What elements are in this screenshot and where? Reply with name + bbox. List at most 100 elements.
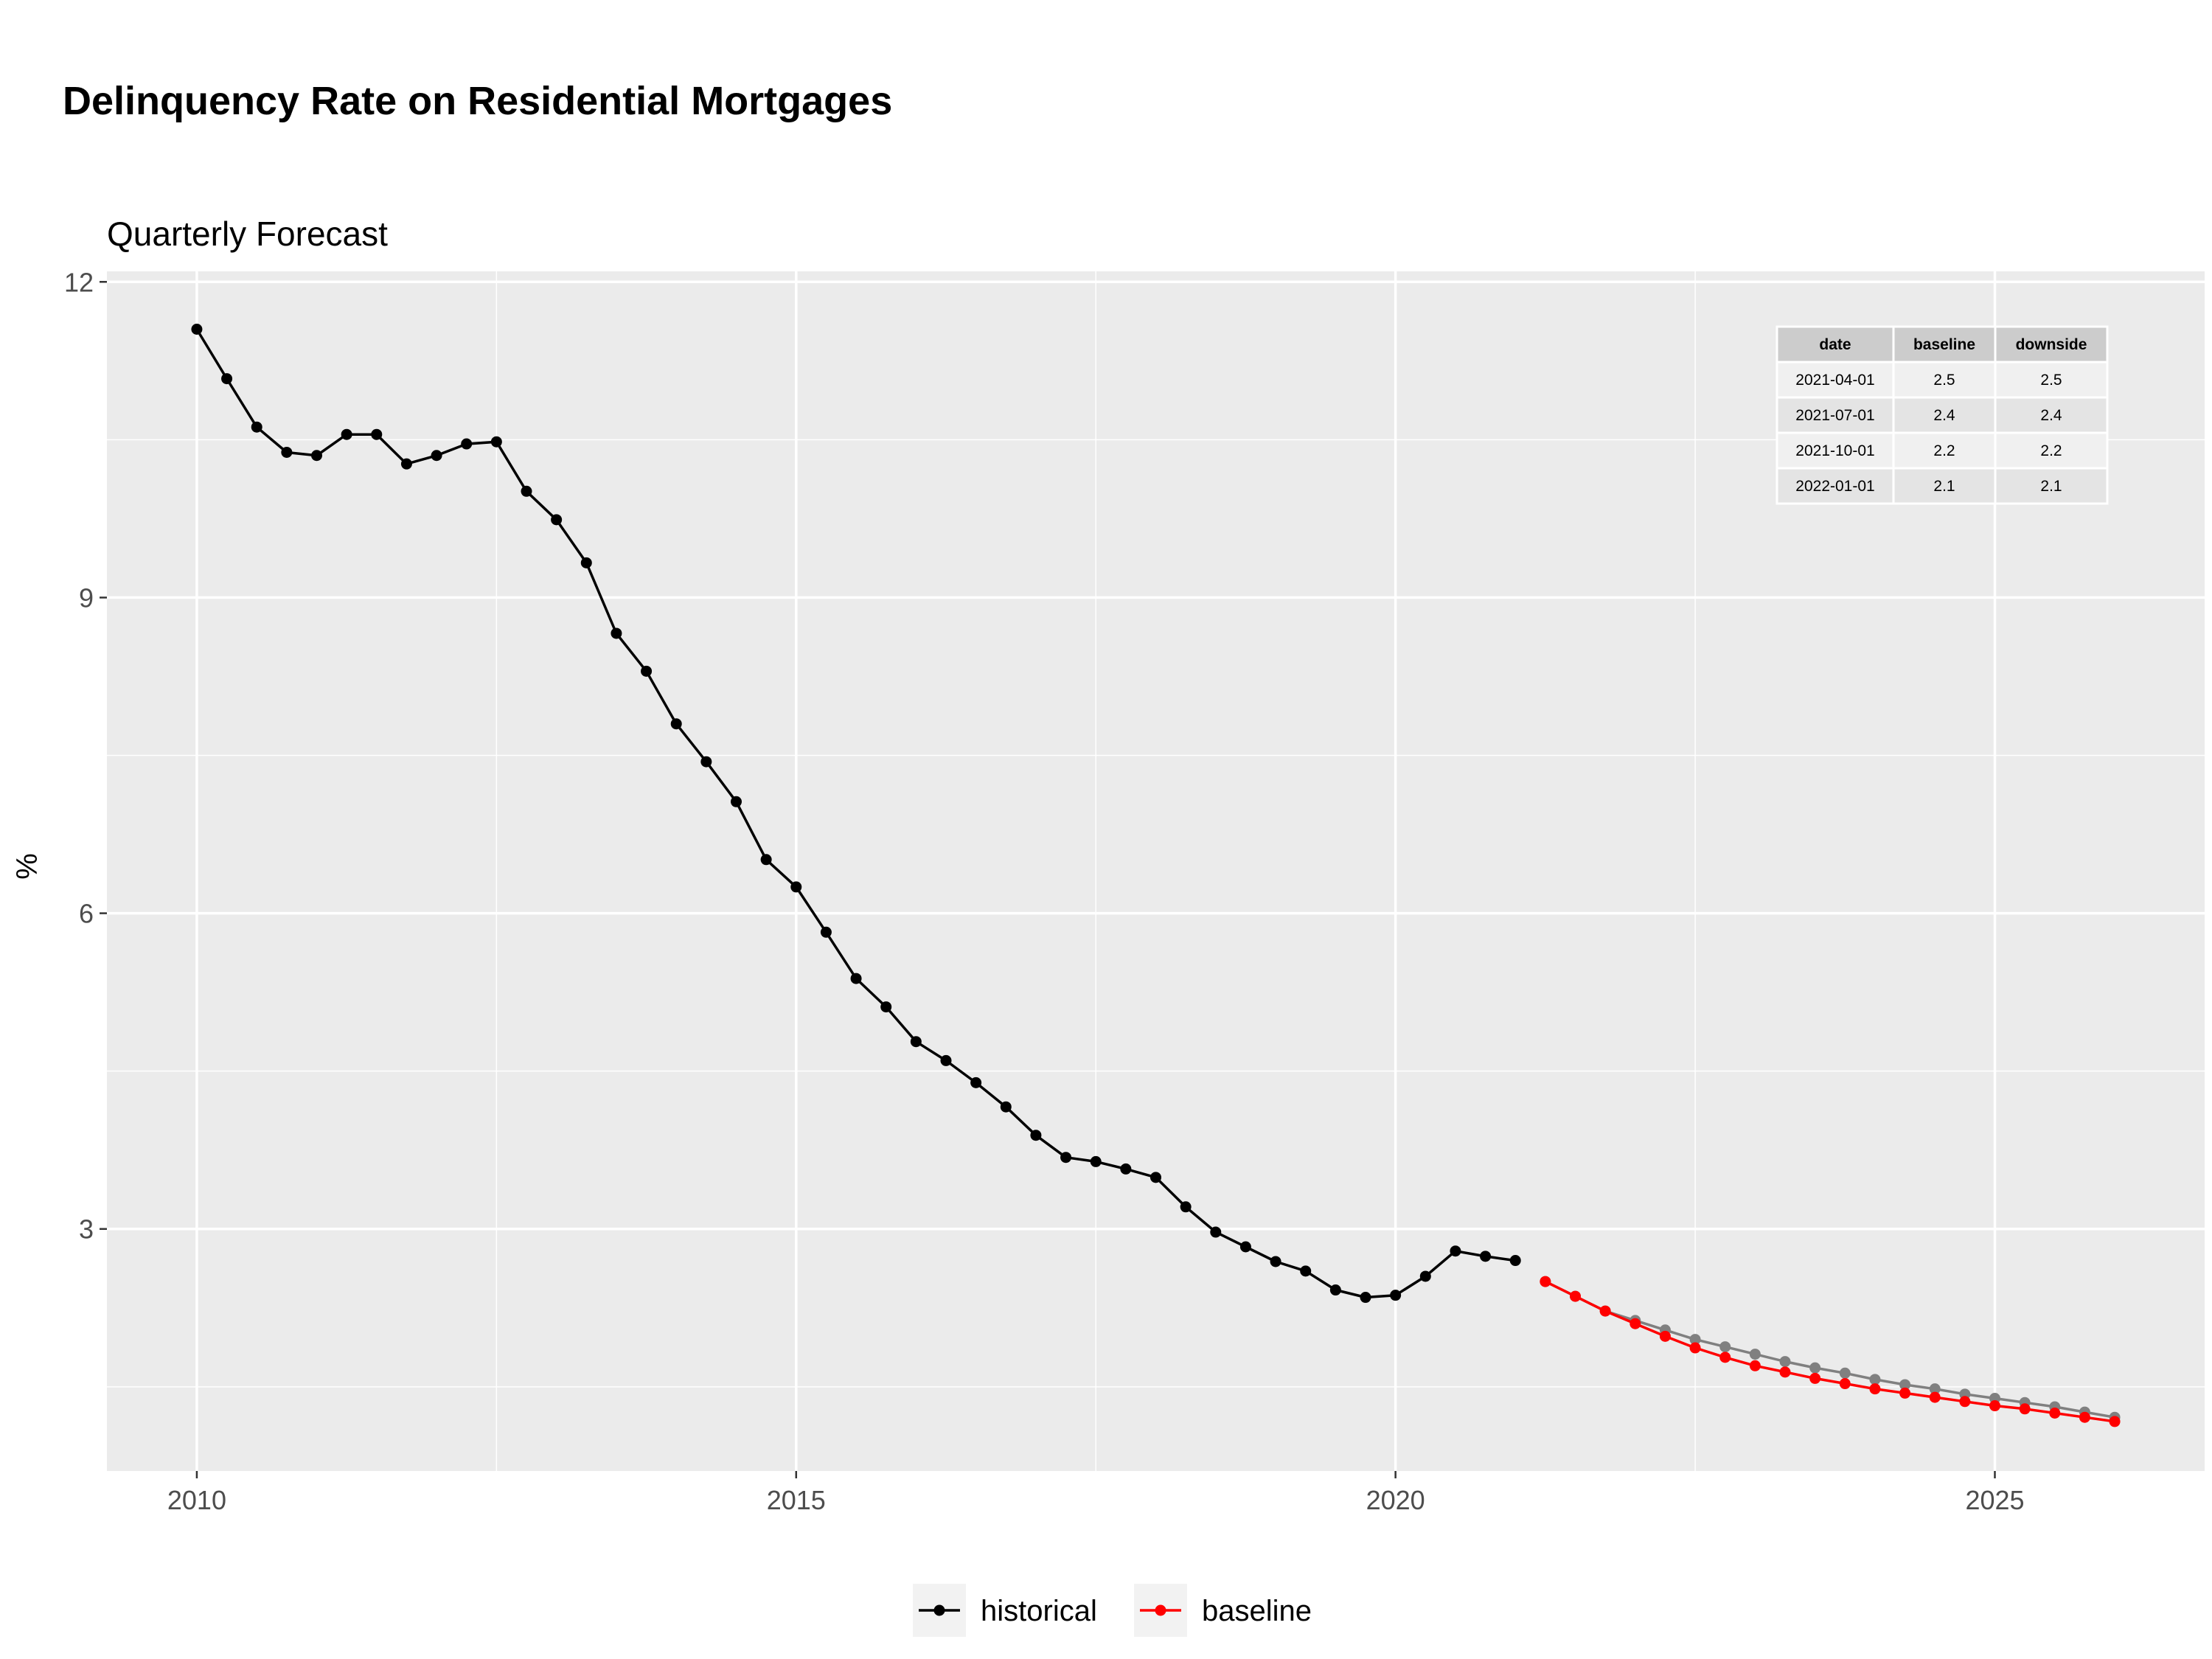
table-cell [1994,361,2109,399]
data-point-historical [1450,1245,1461,1257]
data-point-historical [1329,1284,1341,1296]
data-point-historical [731,796,742,807]
data-point-historical [790,881,802,893]
data-point-baseline [2079,1411,2090,1423]
data-point-baseline [1839,1378,1851,1390]
table-cell-text: 2.4 [2040,407,2062,424]
data-point-baseline [2019,1403,2031,1415]
data-point-historical [1150,1172,1161,1183]
data-point-historical [341,428,352,440]
data-point-historical [490,436,502,448]
table-cell [1994,431,2109,470]
data-point-historical [1090,1155,1102,1167]
data-point-historical [670,718,682,730]
forecast-table: date baseline downside 2021-04-01 2.5 2.5 2021… [1775,325,2109,505]
data-point-historical [311,450,322,462]
y-axis-title: % [11,853,44,880]
data-point-historical [1239,1241,1251,1253]
data-point-historical [400,458,412,470]
data-point-baseline [1779,1366,1791,1378]
table-cell [1892,431,1997,470]
x-tick-label: 2015 [767,1485,826,1515]
chart-subtitle: Quarterly Forecast [107,215,388,253]
data-point-historical [431,450,442,462]
data-point-historical [970,1077,982,1088]
table-header-text: baseline [1913,336,1975,353]
data-point-historical [940,1054,952,1066]
y-tick-label: 3 [79,1214,94,1245]
table-cell-text: 2021-04-01 [1795,372,1874,389]
data-point-baseline [1869,1383,1881,1395]
y-tick-label: 9 [79,582,94,613]
data-point-historical [700,756,712,768]
data-point-baseline [1540,1276,1551,1287]
data-point-historical [521,485,532,497]
data-point-historical [1509,1255,1521,1267]
x-tick-label: 2010 [167,1485,226,1515]
table-header-cell [1892,325,1997,364]
data-point-historical [1360,1292,1371,1304]
data-point-baseline [2049,1408,2061,1419]
table-cell [1994,396,2109,434]
data-point-historical [1120,1163,1132,1175]
data-point-historical [641,665,653,677]
data-point-downside [1899,1379,1911,1391]
table-cell [1775,396,1895,434]
data-point-baseline [1659,1330,1671,1342]
data-point-historical [221,373,233,385]
table-cell [1775,361,1895,399]
legend-key-point [933,1604,945,1616]
data-point-historical [580,557,592,568]
data-point-baseline [1959,1396,1971,1408]
legend-item-historical: historical [913,1584,1097,1637]
series-layer [191,323,2121,1427]
data-point-historical [880,1001,892,1013]
data-point-historical [611,627,622,639]
legend-label: baseline [1202,1595,1312,1627]
data-point-historical [551,514,563,526]
data-point-historical [1480,1251,1492,1262]
data-point-historical [371,428,383,440]
x-axis: 2010 2015 2020 2025 [167,1471,2025,1515]
data-point-historical [820,926,832,938]
data-point-historical [1270,1256,1281,1267]
series-baseline [1540,1276,2121,1427]
data-point-baseline [1689,1342,1701,1354]
legend-key-point [1155,1604,1166,1616]
table-header-text: date [1819,336,1851,353]
data-point-downside [1749,1349,1761,1360]
y-tick-label: 6 [79,899,94,929]
data-point-baseline [1630,1318,1641,1329]
table-cell-text: 2.1 [1933,478,1955,495]
data-point-historical [1390,1290,1402,1301]
data-point-historical [1419,1270,1431,1282]
data-point-downside [1929,1383,1941,1395]
y-axis: 3 6 9 12 [64,267,107,1245]
data-point-baseline [1899,1387,1911,1399]
legend-label: historical [981,1595,1097,1627]
table-cell-text: 2.5 [2040,372,2062,389]
table-cell-text: 2.5 [1933,372,1955,389]
data-point-downside [1869,1374,1881,1385]
legend: historical baseline [913,1584,1312,1637]
data-point-baseline [1599,1305,1611,1317]
x-tick-label: 2025 [1965,1485,2024,1515]
data-point-historical [281,446,293,458]
series-historical [191,323,1521,1304]
table-cell-text: 2.1 [2040,478,2062,495]
data-point-historical [1210,1226,1222,1238]
data-point-historical [910,1036,922,1048]
chart-title: Delinquency Rate on Residential Mortgage… [63,79,892,123]
table-cell-text: 2021-07-01 [1795,407,1874,424]
data-point-historical [850,973,862,984]
data-point-baseline [2109,1416,2121,1427]
data-point-historical [1060,1152,1072,1164]
data-point-historical [251,421,262,433]
data-point-baseline [1570,1290,1581,1302]
data-point-downside [1809,1362,1821,1374]
data-point-baseline [1929,1391,1941,1403]
data-point-historical [760,854,772,866]
data-point-baseline [1749,1360,1761,1371]
data-point-downside [1719,1341,1731,1353]
data-point-baseline [1989,1400,2000,1412]
